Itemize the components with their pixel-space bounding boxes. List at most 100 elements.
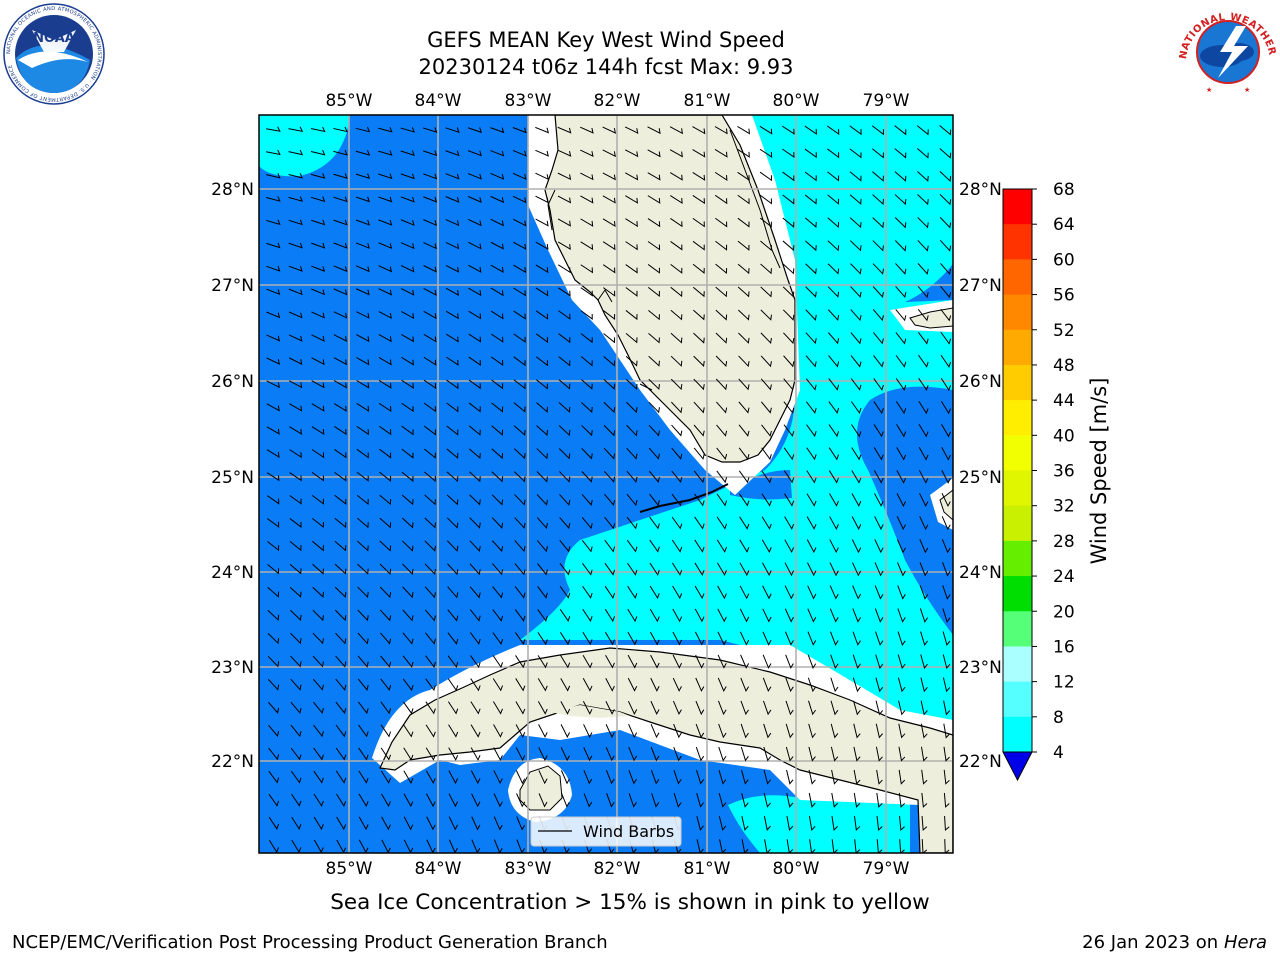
wind-barb — [333, 173, 348, 179]
wind-barb — [828, 355, 840, 368]
wind-barb — [692, 217, 705, 228]
wind-barb — [739, 585, 750, 600]
wind-barb — [310, 126, 326, 133]
wind-barb — [557, 241, 571, 251]
wind-barb — [670, 309, 683, 321]
colorbar-tick-label: 44 — [1053, 391, 1075, 411]
wind-barb — [939, 171, 952, 183]
wind-barb — [288, 219, 303, 226]
wind-barb — [468, 356, 481, 366]
wind-barb — [626, 539, 638, 553]
wind-barb — [921, 815, 928, 832]
wind-barb — [514, 494, 526, 506]
wind-barb — [378, 425, 392, 436]
footer-host: Hera — [1223, 932, 1267, 953]
wind-barb — [580, 195, 594, 204]
wind-barb — [491, 540, 504, 553]
wind-barb — [671, 493, 683, 507]
wind-barb — [918, 378, 929, 392]
wind-barb — [605, 654, 615, 669]
wind-barb — [940, 308, 952, 322]
wind-barb — [717, 700, 727, 716]
wind-barb — [513, 241, 527, 250]
wind-barb — [782, 309, 795, 321]
wind-barb — [602, 241, 616, 251]
wind-barb — [808, 700, 817, 716]
wind-barb — [560, 701, 571, 715]
wind-barb — [538, 770, 548, 785]
wind-barb — [782, 148, 795, 159]
wind-barb — [647, 264, 660, 274]
wind-barb — [827, 240, 840, 252]
wind-barb — [940, 400, 951, 415]
wind-barb — [538, 747, 548, 762]
lat-label: 24°N — [211, 563, 254, 583]
wind-barb — [692, 172, 706, 181]
wind-barb — [895, 401, 907, 415]
wind-barb — [558, 425, 571, 437]
wind-barb — [898, 769, 906, 785]
wind-barb — [738, 447, 750, 461]
wind-barb — [785, 746, 794, 762]
wind-barb — [808, 792, 816, 808]
wind-barb — [358, 747, 369, 761]
wind-barb — [650, 700, 660, 715]
wind-barb — [874, 539, 884, 554]
wind-barb — [288, 242, 303, 249]
wind-barb — [288, 126, 304, 133]
footer-date-text: 26 Jan 2023 on — [1082, 932, 1219, 953]
colorbar-segment — [1003, 540, 1032, 577]
wind-barb — [920, 700, 928, 716]
wind-barb — [716, 447, 728, 460]
wind-barb — [830, 746, 839, 762]
wind-barb — [627, 585, 638, 599]
wind-barb — [875, 700, 884, 716]
wind-barb — [853, 769, 861, 785]
wind-barb — [467, 173, 482, 180]
wind-barb — [313, 793, 324, 807]
wind-barb — [894, 240, 907, 252]
wind-barb — [805, 263, 817, 275]
lon-label: 83°W — [505, 859, 552, 879]
wind-barb — [356, 334, 370, 343]
colorbar-segment — [1003, 435, 1032, 471]
wind-barb — [627, 700, 638, 715]
wind-barb — [920, 746, 928, 762]
wind-barb — [763, 792, 771, 808]
wind-barb — [782, 286, 795, 298]
wind-barb — [784, 585, 794, 600]
wind-barb — [268, 724, 280, 738]
wind-barb — [423, 287, 437, 296]
wind-barb — [356, 425, 369, 436]
wind-barb — [670, 195, 683, 205]
lon-label: 80°W — [773, 91, 820, 111]
wind-barb — [515, 655, 526, 669]
wind-barb — [603, 287, 616, 297]
lat-label: 25°N — [959, 468, 1002, 488]
wind-barb — [784, 608, 794, 623]
wind-barb — [804, 148, 817, 159]
wind-barb — [672, 562, 683, 576]
wind-barb — [895, 263, 907, 275]
wind-barb — [289, 403, 303, 412]
land-cuba-interior — [550, 705, 630, 718]
wind-barb — [782, 263, 795, 275]
wind-barb — [899, 839, 905, 853]
wind-barb — [739, 539, 750, 553]
wind-barb — [829, 493, 839, 507]
wind-barb — [537, 678, 548, 692]
wind-barb — [625, 378, 638, 390]
wind-barb — [558, 402, 571, 413]
wind-barb — [628, 793, 637, 808]
wind-barb — [762, 654, 772, 669]
wind-barb — [851, 539, 862, 554]
wind-barb — [761, 447, 772, 461]
wind-barb — [671, 424, 683, 437]
wind-barb — [714, 126, 728, 135]
colorbar-tick-label: 52 — [1053, 321, 1075, 341]
wind-barb — [918, 424, 929, 438]
wind-barb — [582, 585, 593, 599]
wind-barb — [849, 217, 862, 229]
wind-barb — [694, 493, 705, 507]
wind-barb — [312, 655, 324, 668]
